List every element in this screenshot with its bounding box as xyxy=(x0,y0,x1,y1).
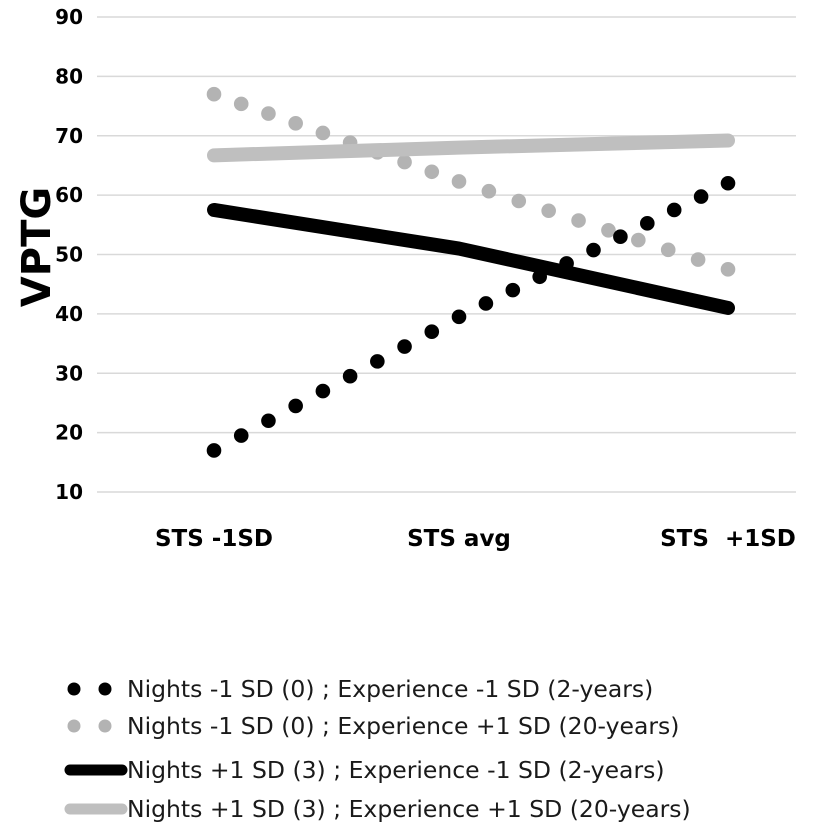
series xyxy=(206,86,736,458)
series-marker xyxy=(397,339,412,354)
x-tick-label: STS +1SD xyxy=(660,526,796,552)
series-marker xyxy=(451,309,467,325)
series-marker xyxy=(511,193,527,209)
legend-item: Nights +1 SD (3) ; Experience +1 SD (20-… xyxy=(64,795,691,823)
y-tick-label: 50 xyxy=(55,243,83,267)
y-tick-label: 60 xyxy=(55,183,83,207)
series-marker xyxy=(660,242,676,258)
legend-item: Nights +1 SD (3) ; Experience -1 SD (2-y… xyxy=(64,756,665,784)
series-marker xyxy=(233,96,249,112)
series-4 xyxy=(207,133,735,163)
legend-marker xyxy=(67,682,81,696)
series-marker xyxy=(571,213,586,228)
series-marker xyxy=(478,296,494,311)
series-marker xyxy=(532,269,547,285)
series-marker xyxy=(690,252,706,267)
series-marker xyxy=(505,282,521,298)
x-tick-label: STS avg xyxy=(407,526,511,552)
legend-label: Nights -1 SD (0) ; Experience +1 SD (20-… xyxy=(127,712,679,740)
series-marker xyxy=(631,232,646,248)
x-axis-ticks: STS -1SD STS avg STS +1SD xyxy=(155,526,796,552)
grid xyxy=(97,16,796,493)
y-tick-label: 40 xyxy=(55,302,83,326)
legend-label: Nights +1 SD (3) ; Experience +1 SD (20-… xyxy=(127,795,691,823)
y-axis-label: VPTG xyxy=(14,187,60,307)
series-marker xyxy=(233,428,249,443)
series-line xyxy=(207,133,735,163)
series-marker xyxy=(559,256,574,271)
series-marker xyxy=(206,86,222,102)
series-marker xyxy=(613,229,628,244)
series-marker xyxy=(481,183,497,199)
legend-marker xyxy=(98,682,112,696)
y-tick-label: 70 xyxy=(55,124,83,148)
series-marker xyxy=(720,175,736,191)
x-tick-label: STS -1SD xyxy=(155,526,273,552)
series-marker xyxy=(586,242,601,258)
y-tick-label: 20 xyxy=(55,421,83,445)
series-marker xyxy=(693,189,709,204)
series-marker xyxy=(424,324,440,339)
series-marker xyxy=(288,115,303,131)
series-line xyxy=(207,202,735,315)
legend-item: Nights -1 SD (0) ; Experience +1 SD (20-… xyxy=(67,712,679,740)
legend-label: Nights -1 SD (0) ; Experience -1 SD (2-y… xyxy=(127,675,653,703)
y-tick-label: 80 xyxy=(55,64,83,88)
y-tick-label: 10 xyxy=(55,480,83,504)
legend-marker xyxy=(67,719,81,733)
series-marker xyxy=(342,368,358,384)
series-marker xyxy=(206,443,222,458)
series-1 xyxy=(206,175,736,458)
series-marker xyxy=(424,164,440,180)
series-marker xyxy=(288,398,303,414)
series-marker xyxy=(640,216,655,231)
series-marker xyxy=(261,106,276,121)
legend: Nights -1 SD (0) ; Experience -1 SD (2-y… xyxy=(64,675,691,823)
series-marker xyxy=(451,174,467,189)
legend-item: Nights -1 SD (0) ; Experience -1 SD (2-y… xyxy=(67,675,653,703)
series-marker xyxy=(315,383,331,399)
series-marker xyxy=(397,154,412,170)
y-tick-label: 90 xyxy=(55,5,83,29)
series-marker xyxy=(261,413,276,429)
y-axis-ticks: 10 20 30 40 50 60 70 80 90 xyxy=(55,5,83,504)
series-marker xyxy=(666,202,682,218)
legend-label: Nights +1 SD (3) ; Experience -1 SD (2-y… xyxy=(127,756,665,784)
series-marker xyxy=(541,203,556,219)
series-marker xyxy=(370,354,385,369)
series-marker xyxy=(315,125,331,141)
series-marker xyxy=(601,222,616,238)
series-3 xyxy=(207,202,735,315)
y-tick-label: 30 xyxy=(55,361,83,385)
series-marker xyxy=(720,262,736,277)
legend-marker xyxy=(98,719,112,733)
